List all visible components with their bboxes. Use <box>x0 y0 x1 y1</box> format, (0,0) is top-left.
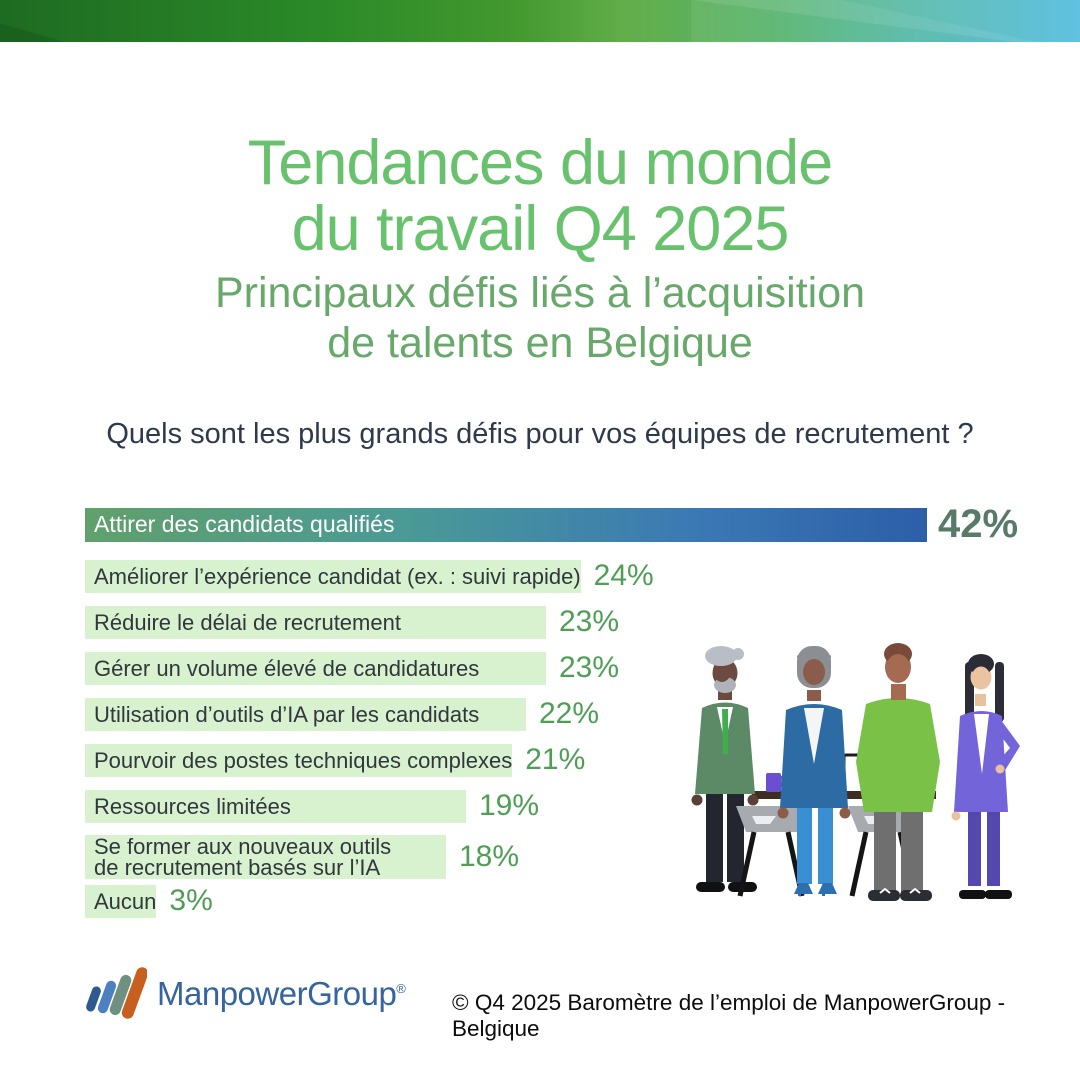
bar-row: Gérer un volume élevé de candidatures 23% <box>85 651 1055 685</box>
bar: Gérer un volume élevé de candidatures <box>85 651 546 685</box>
person-2 <box>777 646 851 896</box>
bar: Ressources limitées <box>85 789 466 823</box>
bar-row: Pourvoir des postes techniques complexes… <box>85 743 1055 777</box>
bar: Pourvoir des postes techniques complexes <box>85 743 513 777</box>
bar-value: 22% <box>539 697 600 730</box>
bar-label: Attirer des candidats qualifiés <box>94 511 395 537</box>
page-subtitle: Principaux défis liés à l’acquisition de… <box>0 268 1080 368</box>
bar-value: 21% <box>525 743 586 776</box>
page-title: Tendances du monde du travail Q4 2025 <box>0 130 1080 262</box>
bar-value: 23% <box>559 605 620 638</box>
bar-value: 3% <box>169 884 213 917</box>
manpowergroup-logo-icon <box>86 967 147 1019</box>
bar: Aucun <box>85 884 157 918</box>
bar-row: Améliorer l’expérience candidat (ex. : s… <box>85 559 1055 593</box>
survey-question: Quels sont les plus grands défis pour vo… <box>106 418 974 450</box>
bar-label: Gérer un volume élevé de candidatures <box>94 655 480 681</box>
copyright-text: © Q4 2025 Baromètre de l’emploi de Manpo… <box>452 990 1006 1041</box>
bar-row: Attirer des candidats qualifiés 42% <box>85 502 1055 547</box>
bar-row: Se former aux nouveaux outils de recrutem… <box>85 835 1055 879</box>
title-line-2: du travail Q4 2025 <box>291 194 790 264</box>
bar: Améliorer l’expérience candidat (ex. : s… <box>85 559 581 593</box>
bar: Utilisation d’outils d’IA par les candid… <box>85 697 526 731</box>
subtitle-line-2: de talents en Belgique <box>327 319 753 367</box>
bar-label: Ressources limitées <box>94 793 291 819</box>
bar-value: 42% <box>938 502 1019 546</box>
office-chair <box>736 806 808 897</box>
registered-mark: ® <box>396 981 406 996</box>
bar-row: Réduire le délai de recrutement 23% <box>85 605 1055 639</box>
bar-chart-rows: Attirer des candidats qualifiés 42% Amélio… <box>85 502 1055 918</box>
bar-value: 19% <box>479 789 540 822</box>
bar-row: Utilisation d’outils d’IA par les candid… <box>85 697 1055 731</box>
person-3 <box>856 643 940 901</box>
bar-label: Pourvoir des postes techniques complexes <box>94 747 513 773</box>
bar: Réduire le délai de recrutement <box>85 605 546 639</box>
subtitle-line-1: Principaux défis liés à l’acquisition <box>214 269 866 317</box>
title-line-1: Tendances du monde <box>247 128 833 198</box>
office-people-illustration <box>691 643 1020 901</box>
bar-chart: Attirer des candidats qualifiés 42% Amélio… <box>85 502 1055 930</box>
bar-row: Aucun 3% <box>85 884 1055 918</box>
bar-label: Se former aux nouveaux outils de recrutem… <box>94 834 392 880</box>
bar-value: 18% <box>459 840 520 873</box>
bar: Se former aux nouveaux outils de recrutem… <box>85 835 446 879</box>
bar-label: Utilisation d’outils d’IA par les candid… <box>94 701 480 727</box>
person-4 <box>951 654 1020 899</box>
bar: Attirer des candidats qualifiés <box>85 507 927 542</box>
manpowergroup-logo: ManpowerGroup® <box>83 964 406 1024</box>
bar-label: Aucun <box>94 888 157 914</box>
bar-value: 23% <box>559 651 620 684</box>
bar-value: 24% <box>593 559 654 592</box>
bar-label: Réduire le délai de recrutement <box>94 609 401 635</box>
bar-row: Ressources limitées 19% <box>85 789 1055 823</box>
logo-wordmark: ManpowerGroup® <box>157 975 406 1012</box>
person-1 <box>691 646 759 892</box>
bar-label: Améliorer l’expérience candidat (ex. : s… <box>94 563 581 589</box>
top-gradient-band <box>0 0 1080 42</box>
